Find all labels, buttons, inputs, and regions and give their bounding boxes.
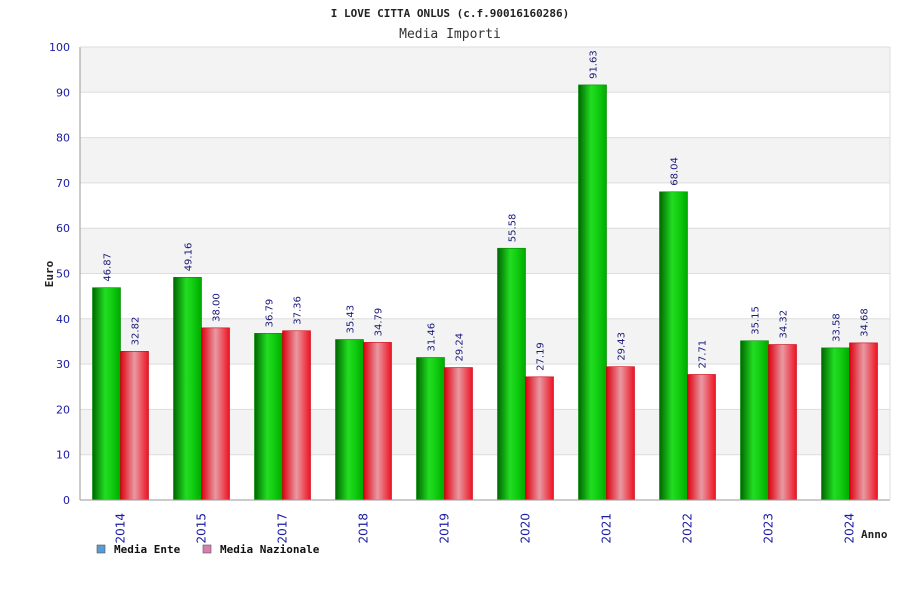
value-label: 31.46 bbox=[427, 323, 438, 352]
bar-media-ente-2021 bbox=[578, 84, 607, 501]
x-tick-label: 2020 bbox=[519, 513, 533, 544]
legend-label: Media Nazionale bbox=[220, 543, 320, 556]
x-tick-label: 2017 bbox=[276, 513, 290, 544]
value-label: 29.43 bbox=[617, 332, 628, 361]
value-label: 36.79 bbox=[265, 299, 276, 328]
y-tick-label: 0 bbox=[63, 494, 70, 507]
bar-media-ente-2023 bbox=[740, 340, 769, 501]
value-label: 55.58 bbox=[508, 214, 519, 243]
chart-subtitle: Media Importi bbox=[399, 27, 501, 42]
x-axis-label: Anno bbox=[861, 528, 888, 541]
bar-media-nazionale-2014 bbox=[120, 351, 149, 501]
y-tick-label: 10 bbox=[56, 449, 70, 462]
bar-media-ente-2020 bbox=[497, 247, 526, 501]
bar-media-nazionale-2019 bbox=[444, 367, 473, 501]
x-tick-label: 2014 bbox=[114, 513, 128, 544]
bar-media-nazionale-2023 bbox=[768, 344, 797, 501]
value-label: 34.79 bbox=[374, 308, 385, 337]
x-tick-label: 2023 bbox=[762, 513, 776, 544]
value-labels-group: 46.87 32.82 49.16 38.00 36.79 37.36 35.43 34.79… bbox=[103, 50, 871, 371]
value-label: 34.32 bbox=[779, 310, 790, 339]
bar-media-nazionale-2015 bbox=[201, 327, 230, 501]
y-tick-label: 100 bbox=[49, 41, 70, 54]
value-label: 68.04 bbox=[670, 157, 681, 186]
legend-label: Media Ente bbox=[114, 543, 181, 556]
legend: Media Ente Media Nazionale bbox=[96, 543, 320, 556]
axes-group bbox=[79, 46, 891, 501]
grid-band bbox=[80, 137, 890, 183]
bar-media-ente-2017 bbox=[254, 333, 283, 501]
value-label: 27.19 bbox=[536, 342, 547, 371]
legend-swatch bbox=[96, 544, 106, 554]
y-tick-labels: 0 10 20 30 40 50 60 70 80 90 100 bbox=[49, 41, 70, 507]
y-tick-label: 40 bbox=[56, 313, 70, 326]
x-tick-label: 2018 bbox=[357, 513, 371, 544]
value-label: 32.82 bbox=[131, 317, 142, 346]
bar-media-ente-2014 bbox=[92, 287, 121, 501]
y-axis-label: Euro bbox=[43, 260, 56, 287]
bar-media-nazionale-2020 bbox=[525, 376, 554, 501]
chart-title: I LOVE CITTA ONLUS (c.f.90016160286) bbox=[331, 7, 569, 20]
bar-media-ente-2019 bbox=[416, 357, 445, 501]
bar-media-nazionale-2024 bbox=[849, 342, 878, 501]
value-label: 49.16 bbox=[184, 243, 195, 272]
x-tick-label: 2022 bbox=[681, 513, 695, 544]
bar-media-nazionale-2022 bbox=[687, 374, 716, 501]
y-tick-label: 90 bbox=[56, 86, 70, 99]
value-label: 38.00 bbox=[212, 293, 223, 322]
bar-media-nazionale-2017 bbox=[282, 330, 311, 501]
bar-media-nazionale-2018 bbox=[363, 342, 392, 501]
grid-band bbox=[80, 47, 890, 93]
x-tick-labels: 2014 2015 2017 2018 2019 2020 2021 2022 2023 2024 bbox=[114, 513, 857, 544]
value-label: 35.15 bbox=[751, 306, 762, 335]
x-tick-label: 2015 bbox=[195, 513, 209, 544]
bar-media-ente-2022 bbox=[659, 191, 688, 501]
bar-media-ente-2024 bbox=[821, 347, 850, 501]
grid-band bbox=[80, 228, 890, 274]
x-tick-label: 2019 bbox=[438, 513, 452, 544]
y-tick-label: 60 bbox=[56, 222, 70, 235]
value-label: 91.63 bbox=[589, 50, 600, 79]
bar-media-nazionale-2021 bbox=[606, 366, 635, 501]
bar-media-ente-2015 bbox=[173, 277, 202, 501]
value-label: 35.43 bbox=[346, 305, 357, 334]
y-tick-label: 30 bbox=[56, 358, 70, 371]
legend-swatch bbox=[202, 544, 212, 554]
y-tick-label: 20 bbox=[56, 403, 70, 416]
value-label: 37.36 bbox=[293, 296, 304, 325]
y-tick-label: 80 bbox=[56, 132, 70, 145]
bar-media-ente-2018 bbox=[335, 339, 364, 501]
y-tick-label: 70 bbox=[56, 177, 70, 190]
x-tick-label: 2024 bbox=[843, 513, 857, 544]
value-label: 27.71 bbox=[698, 340, 709, 369]
value-label: 34.68 bbox=[860, 308, 871, 337]
x-tick-label: 2021 bbox=[600, 513, 614, 544]
value-label: 29.24 bbox=[455, 333, 466, 362]
bars-group bbox=[92, 84, 878, 501]
value-label: 46.87 bbox=[103, 253, 114, 282]
y-tick-label: 50 bbox=[56, 268, 70, 281]
value-label: 33.58 bbox=[832, 313, 843, 342]
